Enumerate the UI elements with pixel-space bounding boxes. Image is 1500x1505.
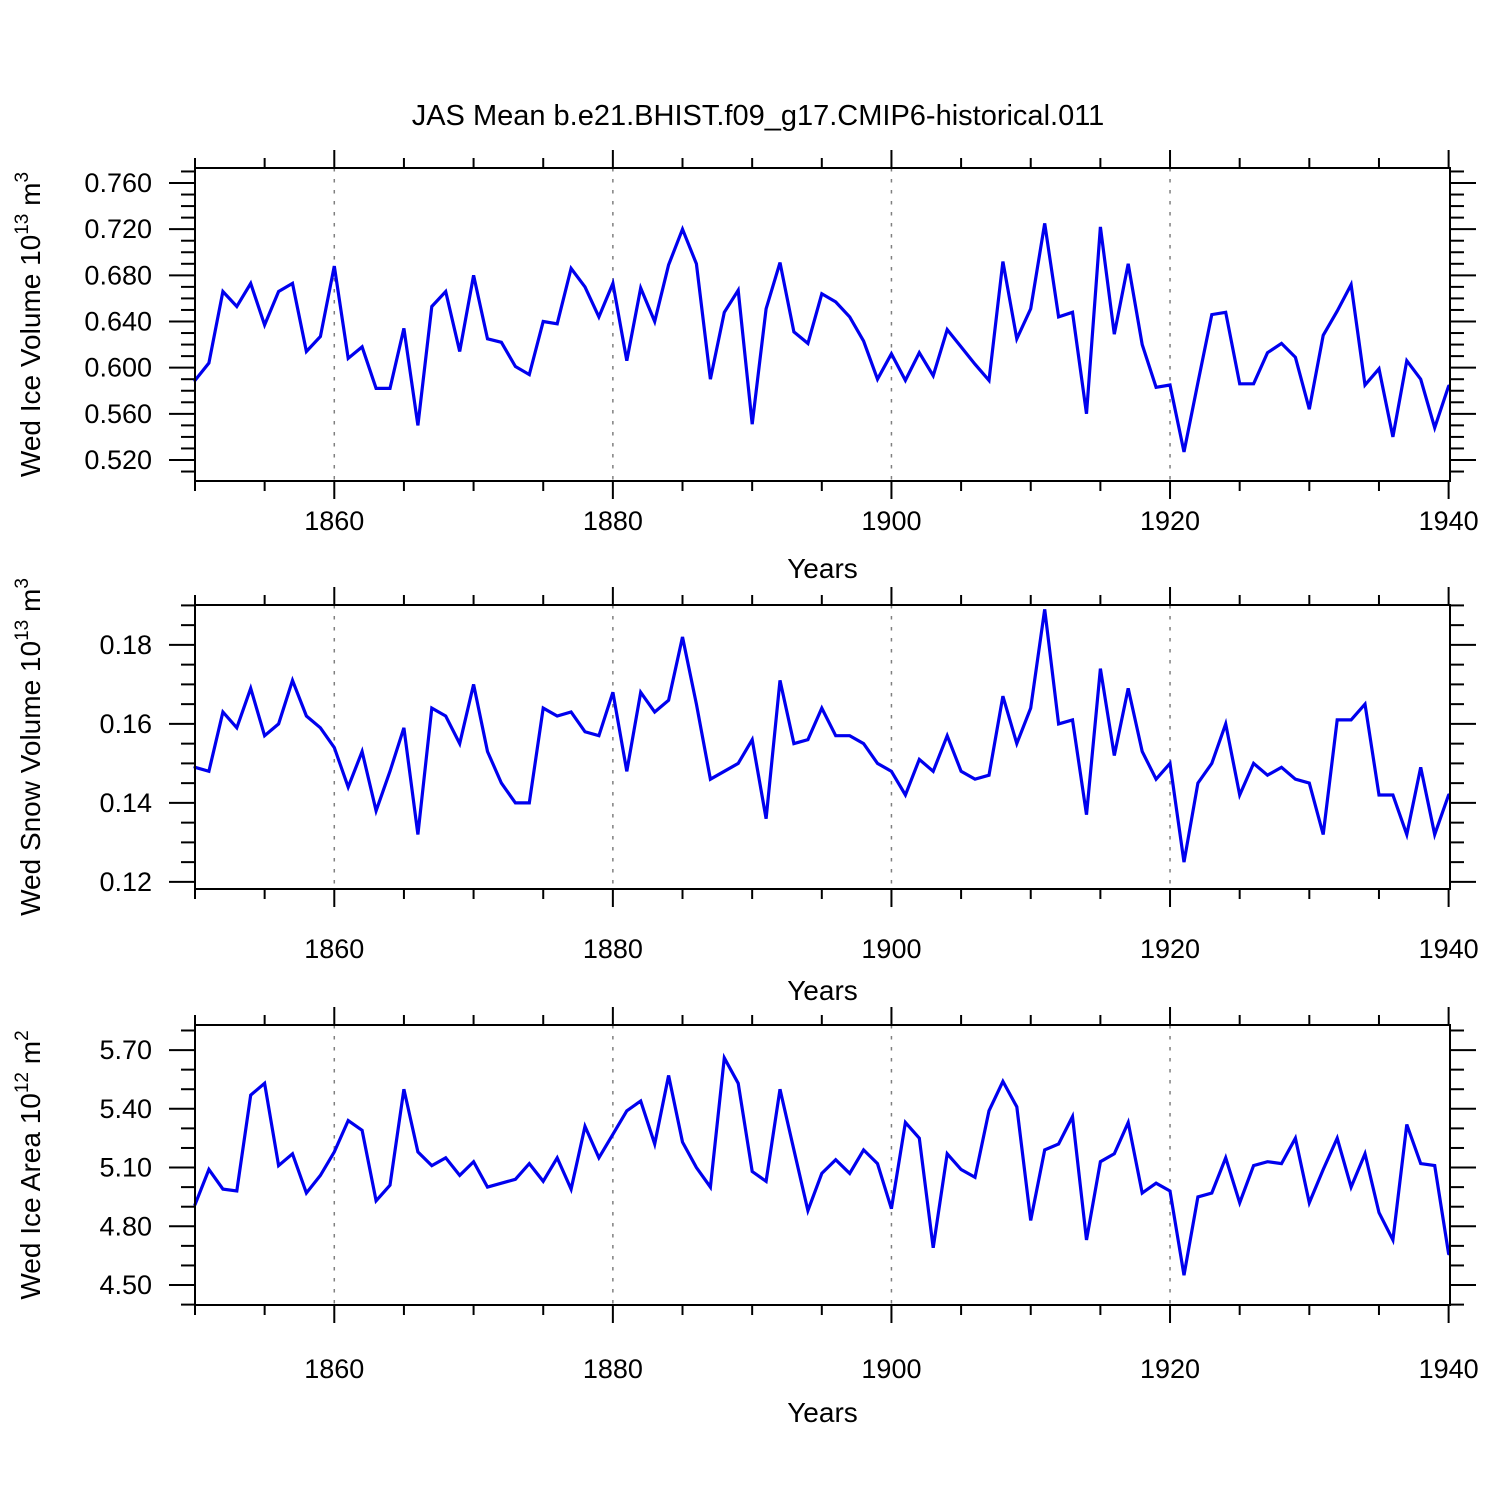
y-axis-title: Wed Snow Volume 1013 m3 <box>12 578 46 916</box>
x-tick-label: 1880 <box>583 1354 643 1384</box>
x-axis-title: Years <box>787 975 858 1006</box>
x-tick-label: 1900 <box>861 934 921 964</box>
x-tick-label: 1940 <box>1419 506 1479 536</box>
axis-box <box>194 167 1451 482</box>
x-tick-label: 1900 <box>861 506 921 536</box>
x-tick-label: 1860 <box>304 506 364 536</box>
axis-box <box>194 604 1451 890</box>
x-tick-label: 1860 <box>304 1354 364 1384</box>
figure-title: JAS Mean b.e21.BHIST.f09_g17.CMIP6-histo… <box>411 100 1105 132</box>
y-tick-label: 0.760 <box>84 168 152 198</box>
panel-wed-ice-area: 4.50 4.80 5.10 5.40 5.70 1860 1880 1900 1920 1940… <box>12 1007 1479 1428</box>
panel-wed-snow-volume: 0.12 0.14 0.16 0.18 1860 1880 1900 1920 1940 Year… <box>12 578 1479 1006</box>
y-tick-label: 5.40 <box>99 1094 152 1124</box>
x-tick-label: 1920 <box>1140 506 1200 536</box>
panels-group: 0.520 0.560 0.600 0.640 0.680 0.720 0.760 1860 1… <box>12 150 1479 1428</box>
x-tick-label: 1940 <box>1419 934 1479 964</box>
y-tick-label: 0.16 <box>99 709 152 739</box>
y-tick-label: 5.70 <box>99 1035 152 1065</box>
x-tick-label: 1920 <box>1140 934 1200 964</box>
y-tick-label: 0.14 <box>99 788 152 818</box>
x-tick-label: 1880 <box>583 506 643 536</box>
y-tick-label: 0.560 <box>84 399 152 429</box>
y-axis-title: Wed Ice Volume 1013 m3 <box>12 172 46 477</box>
y-tick-label: 4.50 <box>99 1270 152 1300</box>
y-tick-label: 0.12 <box>99 867 152 897</box>
x-tick-label: 1880 <box>583 934 643 964</box>
axis-box <box>194 1024 1451 1306</box>
x-tick-label: 1860 <box>304 934 364 964</box>
y-tick-label: 0.600 <box>84 353 152 383</box>
y-axis-title: Wed Ice Area 1012 m2 <box>12 1030 46 1299</box>
x-axis-title: Years <box>787 553 858 584</box>
x-tick-label: 1940 <box>1419 1354 1479 1384</box>
panel-wed-ice-volume: 0.520 0.560 0.600 0.640 0.680 0.720 0.760 1860 1… <box>12 150 1479 584</box>
series-line-wed-snow-volume <box>193 609 1451 863</box>
y-tick-label: 0.520 <box>84 445 152 475</box>
y-tick-label: 0.18 <box>99 630 152 660</box>
y-tick-label: 4.80 <box>99 1211 152 1241</box>
series-line-wed-ice-area <box>193 1052 1451 1276</box>
x-axis-title: Years <box>787 1397 858 1428</box>
x-tick-label: 1920 <box>1140 1354 1200 1384</box>
y-tick-label: 0.680 <box>84 260 152 290</box>
x-tick-label: 1900 <box>861 1354 921 1384</box>
series-line-wed-ice-volume <box>193 223 1451 453</box>
y-tick-label: 5.10 <box>99 1153 152 1183</box>
y-tick-label: 0.640 <box>84 306 152 336</box>
y-tick-label: 0.720 <box>84 214 152 244</box>
